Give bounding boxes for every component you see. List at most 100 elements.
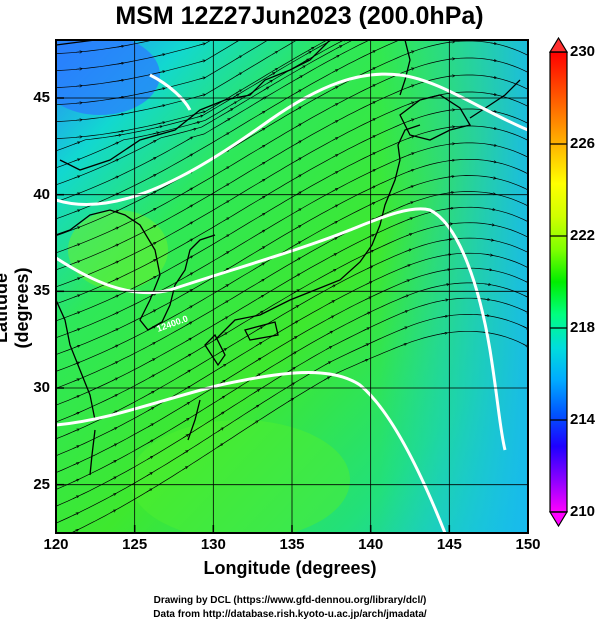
streamline-arrow — [332, 87, 337, 90]
streamline-arrow — [111, 395, 117, 398]
streamline-arrow — [110, 477, 116, 481]
streamline-arrow — [258, 279, 264, 283]
streamline-arrow — [222, 317, 227, 321]
streamline-arrow — [365, 297, 370, 301]
streamline-arrow — [223, 235, 229, 239]
colorbar-lower-triangle — [548, 511, 569, 528]
streamline-arrow — [407, 186, 414, 189]
streamline-arrow — [299, 66, 305, 70]
streamline-arrow — [111, 362, 117, 365]
streamline-arrow — [233, 94, 239, 98]
streamline-arrow — [441, 316, 447, 317]
streamline-arrow — [158, 105, 165, 106]
streamline-arrow — [259, 111, 265, 115]
streamline-arrow — [529, 207, 534, 210]
streamline-arrow — [222, 285, 228, 289]
streamline-arrow — [72, 496, 79, 500]
streamline-arrow — [73, 210, 80, 213]
streamline-arrow — [252, 421, 258, 425]
colorbar-body — [549, 51, 568, 513]
streamline-arrow — [149, 343, 155, 346]
streamline-arrow — [256, 327, 262, 331]
streamline-arrow — [147, 424, 153, 428]
streamline-arrow — [331, 205, 337, 209]
streamline-arrow — [112, 142, 119, 146]
streamline-arrow — [483, 299, 490, 300]
streamline-arrow — [150, 192, 155, 195]
streamline-arrow — [258, 295, 263, 299]
coastline-shikoku — [244, 321, 279, 341]
colorbar-tick-label: 214 — [570, 411, 596, 428]
streamline-arrow — [218, 412, 224, 416]
streamline-arrow — [259, 230, 265, 234]
streamline-arrow — [117, 114, 124, 115]
streamline-arrow — [187, 205, 192, 209]
streamline-arrow — [257, 311, 263, 315]
temperature-field-east — [380, 40, 528, 533]
streamline-arrow — [529, 222, 534, 225]
streamline-arrow — [184, 370, 190, 374]
cold-region-northwest — [56, 40, 160, 115]
streamline-arrow — [407, 170, 414, 173]
streamline-arrow — [118, 29, 124, 30]
streamline-arrow — [112, 329, 119, 332]
streamline-arrow — [489, 177, 496, 178]
streamline-arrow — [187, 137, 192, 141]
streamline-arrow — [147, 456, 152, 460]
streamline-arrow — [156, 126, 162, 127]
x-tick-label: 120 — [43, 536, 69, 553]
streamline-arrow — [148, 391, 154, 395]
streamline-arrow — [110, 510, 115, 514]
streamline-arrow — [147, 440, 153, 444]
streamline-arrow — [405, 249, 411, 252]
streamline-arrow — [328, 301, 334, 304]
streamline — [56, 206, 528, 406]
streamline-arrow — [293, 306, 298, 310]
streamline-arrow — [441, 300, 448, 301]
streamline-arrow — [199, 112, 205, 114]
streamline-arrow — [490, 128, 496, 129]
streamline-arrow — [182, 467, 187, 471]
streamline-arrow — [490, 43, 496, 44]
streamline-arrow — [73, 329, 80, 332]
streamline-arrow — [296, 76, 302, 80]
streamline-arrow — [150, 141, 155, 144]
streamline-arrow — [185, 354, 191, 358]
streamline-arrow — [112, 312, 118, 316]
streamline-arrow — [73, 312, 80, 315]
streamline-arrow — [407, 136, 414, 139]
streamline-arrow — [110, 461, 116, 464]
streamline-arrow — [490, 161, 496, 162]
streamline-arrow — [227, 109, 233, 113]
streamline-arrow — [117, 63, 124, 64]
streamline-arrow — [255, 358, 261, 362]
streamline-arrow — [146, 473, 152, 477]
colorbar-tick-label: 218 — [570, 319, 596, 336]
streamline — [70, 330, 528, 533]
x-tick-label: 140 — [358, 536, 384, 553]
streamline-arrow — [258, 263, 264, 267]
streamline-arrow — [327, 316, 333, 320]
streamline-arrow — [266, 80, 272, 84]
streamline-arrow — [220, 349, 226, 353]
streamline-arrow — [222, 301, 228, 305]
streamline-arrow — [402, 295, 409, 298]
streamline-arrow — [218, 428, 223, 432]
streamline — [56, 40, 401, 220]
streamline-arrow — [199, 78, 205, 80]
streamline-arrow — [407, 202, 413, 205]
streamline-arrow — [224, 119, 230, 123]
streamline-arrow — [295, 158, 301, 162]
streamline-arrow — [332, 172, 337, 175]
streamline-arrow — [158, 71, 165, 72]
streamline-arrow — [332, 121, 337, 124]
streamline-arrow — [295, 141, 301, 145]
streamline-arrow — [295, 175, 301, 179]
streamline-arrow — [75, 120, 82, 121]
streamline-arrow — [183, 435, 188, 439]
streamline-arrow — [333, 56, 339, 59]
streamline — [56, 175, 528, 372]
coastline-korea — [56, 209, 216, 331]
streamline-arrow — [407, 153, 414, 156]
streamline-arrow — [73, 142, 80, 145]
